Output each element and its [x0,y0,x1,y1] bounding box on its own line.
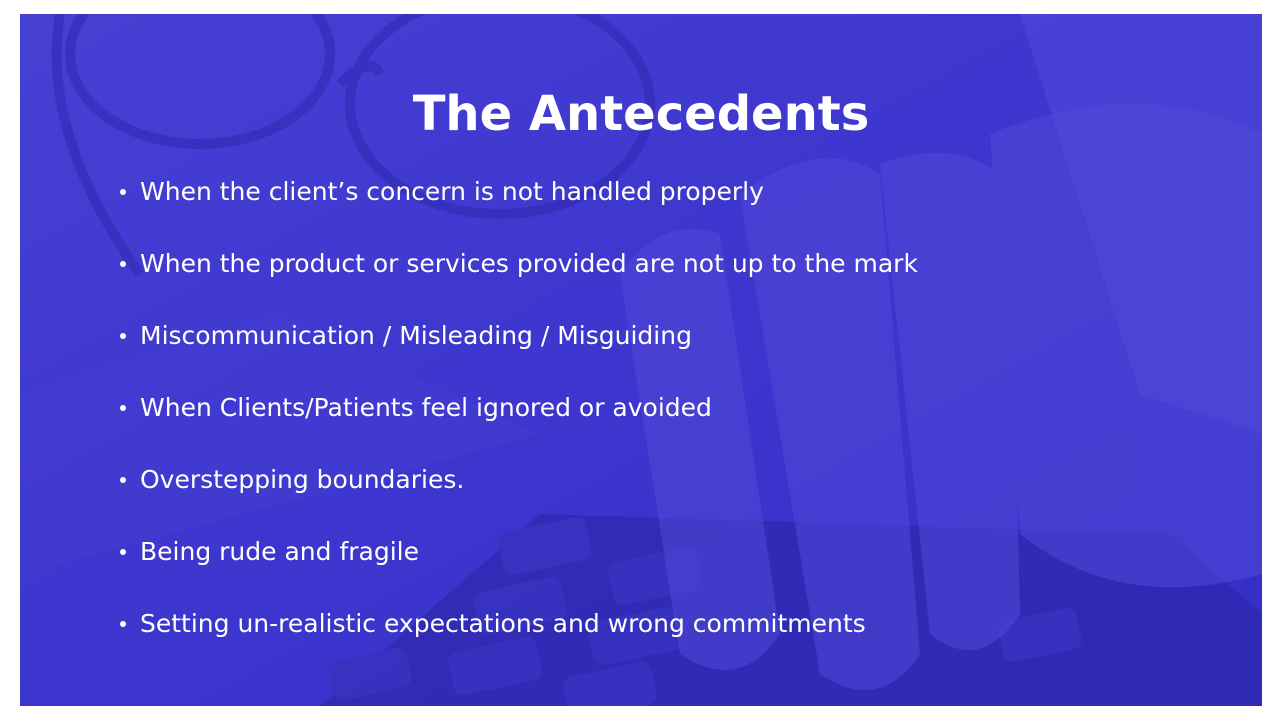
bullet-item: When the client’s concern is not handled… [118,174,918,246]
bullet-text: Overstepping boundaries. [140,465,465,494]
calculator-shape [320,514,1262,706]
bullet-text: When the product or services provided ar… [140,249,918,278]
bullet-dot-icon [120,477,126,483]
bullet-dot-icon [120,621,126,627]
bullet-item: Being rude and fragile [118,534,918,606]
bullet-text: Being rude and fragile [140,537,419,566]
bullet-text: Setting un-realistic expectations and wr… [140,609,866,638]
bullet-dot-icon [120,549,126,555]
bullet-dot-icon [120,189,126,195]
slide: The Antecedents When the client’s concer… [20,14,1262,706]
bullet-item: When the product or services provided ar… [118,246,918,318]
slide-title: The Antecedents [412,86,870,142]
bullet-list: When the client’s concern is not handled… [118,174,918,678]
bullet-text: When Clients/Patients feel ignored or av… [140,393,712,422]
glasses-shape [51,14,655,277]
bullet-dot-icon [120,261,126,267]
bullet-item: Miscommunication / Misleading / Misguidi… [118,318,918,390]
bullet-dot-icon [120,405,126,411]
bullet-text: Miscommunication / Misleading / Misguidi… [140,321,692,350]
bullet-item: Setting un-realistic expectations and wr… [118,606,918,678]
bullet-item: When Clients/Patients feel ignored or av… [118,390,918,462]
bullet-item: Overstepping boundaries. [118,462,918,534]
bullet-dot-icon [120,333,126,339]
background-photo [20,14,1262,706]
hand-shape [620,104,1262,690]
bullet-text: When the client’s concern is not handled… [140,177,764,206]
